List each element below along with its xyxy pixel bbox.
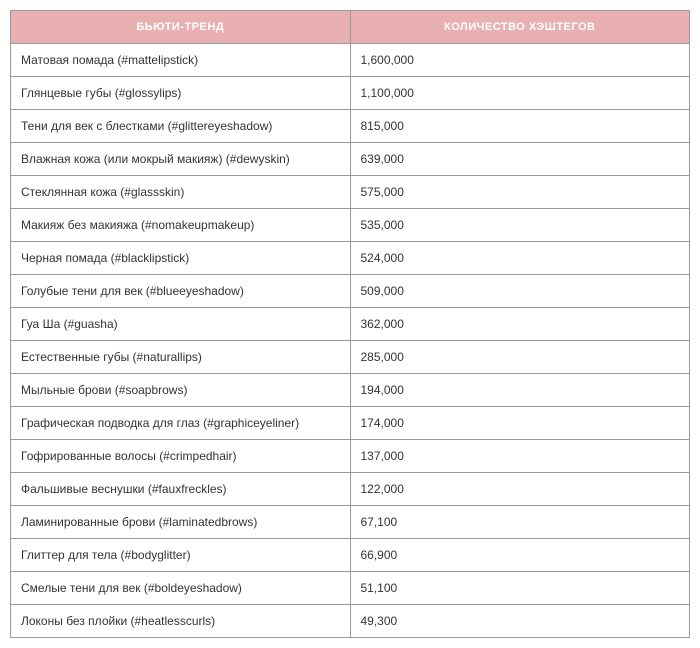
cell-trend: Черная помада (#blacklipstick) [11, 242, 351, 275]
table-row: Макияж без макияжа (#nomakeupmakeup)535,… [11, 209, 690, 242]
cell-trend: Гофрированные волосы (#crimpedhair) [11, 440, 351, 473]
cell-trend: Матовая помада (#mattelipstick) [11, 44, 351, 77]
table-row: Фальшивые веснушки (#fauxfreckles)122,00… [11, 473, 690, 506]
cell-trend: Стеклянная кожа (#glassskin) [11, 176, 351, 209]
cell-trend: Смелые тени для век (#boldeyeshadow) [11, 572, 351, 605]
cell-count: 575,000 [350, 176, 690, 209]
table-container: БЬЮТИ-ТРЕНД КОЛИЧЕСТВО ХЭШТЕГОВ Матовая … [10, 10, 690, 638]
cell-count: 66,900 [350, 539, 690, 572]
table-row: Стеклянная кожа (#glassskin)575,000 [11, 176, 690, 209]
cell-count: 362,000 [350, 308, 690, 341]
table-body: Матовая помада (#mattelipstick)1,600,000… [11, 44, 690, 638]
table-row: Смелые тени для век (#boldeyeshadow)51,1… [11, 572, 690, 605]
cell-count: 535,000 [350, 209, 690, 242]
table-row: Ламинированные брови (#laminatedbrows)67… [11, 506, 690, 539]
table-row: Гофрированные волосы (#crimpedhair)137,0… [11, 440, 690, 473]
cell-count: 67,100 [350, 506, 690, 539]
cell-trend: Локоны без плойки (#heatlesscurls) [11, 605, 351, 638]
table-row: Мыльные брови (#soapbrows)194,000 [11, 374, 690, 407]
table-row: Глиттер для тела (#bodyglitter)66,900 [11, 539, 690, 572]
cell-count: 51,100 [350, 572, 690, 605]
cell-count: 524,000 [350, 242, 690, 275]
cell-trend: Фальшивые веснушки (#fauxfreckles) [11, 473, 351, 506]
cell-count: 639,000 [350, 143, 690, 176]
cell-trend: Глиттер для тела (#bodyglitter) [11, 539, 351, 572]
cell-trend: Влажная кожа (или мокрый макияж) (#dewys… [11, 143, 351, 176]
cell-trend: Графическая подводка для глаз (#graphice… [11, 407, 351, 440]
cell-count: 1,100,000 [350, 77, 690, 110]
cell-count: 1,600,000 [350, 44, 690, 77]
table-row: Локоны без плойки (#heatlesscurls)49,300 [11, 605, 690, 638]
table-row: Гуа Ша (#guasha)362,000 [11, 308, 690, 341]
table-row: Тени для век с блестками (#glittereyesha… [11, 110, 690, 143]
cell-trend: Тени для век с блестками (#glittereyesha… [11, 110, 351, 143]
cell-trend: Глянцевые губы (#glossylips) [11, 77, 351, 110]
cell-count: 137,000 [350, 440, 690, 473]
cell-trend: Макияж без макияжа (#nomakeupmakeup) [11, 209, 351, 242]
table-row: Естественные губы (#naturallips)285,000 [11, 341, 690, 374]
table-row: Голубые тени для век (#blueeyeshadow)509… [11, 275, 690, 308]
table-row: Графическая подводка для глаз (#graphice… [11, 407, 690, 440]
cell-count: 285,000 [350, 341, 690, 374]
table-row: Черная помада (#blacklipstick)524,000 [11, 242, 690, 275]
table-header-row: БЬЮТИ-ТРЕНД КОЛИЧЕСТВО ХЭШТЕГОВ [11, 11, 690, 44]
cell-count: 122,000 [350, 473, 690, 506]
cell-count: 49,300 [350, 605, 690, 638]
cell-trend: Ламинированные брови (#laminatedbrows) [11, 506, 351, 539]
cell-count: 509,000 [350, 275, 690, 308]
table-row: Влажная кожа (или мокрый макияж) (#dewys… [11, 143, 690, 176]
column-header-trend: БЬЮТИ-ТРЕНД [11, 11, 351, 44]
cell-count: 194,000 [350, 374, 690, 407]
table-header: БЬЮТИ-ТРЕНД КОЛИЧЕСТВО ХЭШТЕГОВ [11, 11, 690, 44]
cell-trend: Голубые тени для век (#blueeyeshadow) [11, 275, 351, 308]
beauty-trends-table: БЬЮТИ-ТРЕНД КОЛИЧЕСТВО ХЭШТЕГОВ Матовая … [10, 10, 690, 638]
table-row: Матовая помада (#mattelipstick)1,600,000 [11, 44, 690, 77]
table-row: Глянцевые губы (#glossylips)1,100,000 [11, 77, 690, 110]
cell-trend: Мыльные брови (#soapbrows) [11, 374, 351, 407]
column-header-count: КОЛИЧЕСТВО ХЭШТЕГОВ [350, 11, 690, 44]
cell-trend: Естественные губы (#naturallips) [11, 341, 351, 374]
cell-trend: Гуа Ша (#guasha) [11, 308, 351, 341]
cell-count: 815,000 [350, 110, 690, 143]
cell-count: 174,000 [350, 407, 690, 440]
